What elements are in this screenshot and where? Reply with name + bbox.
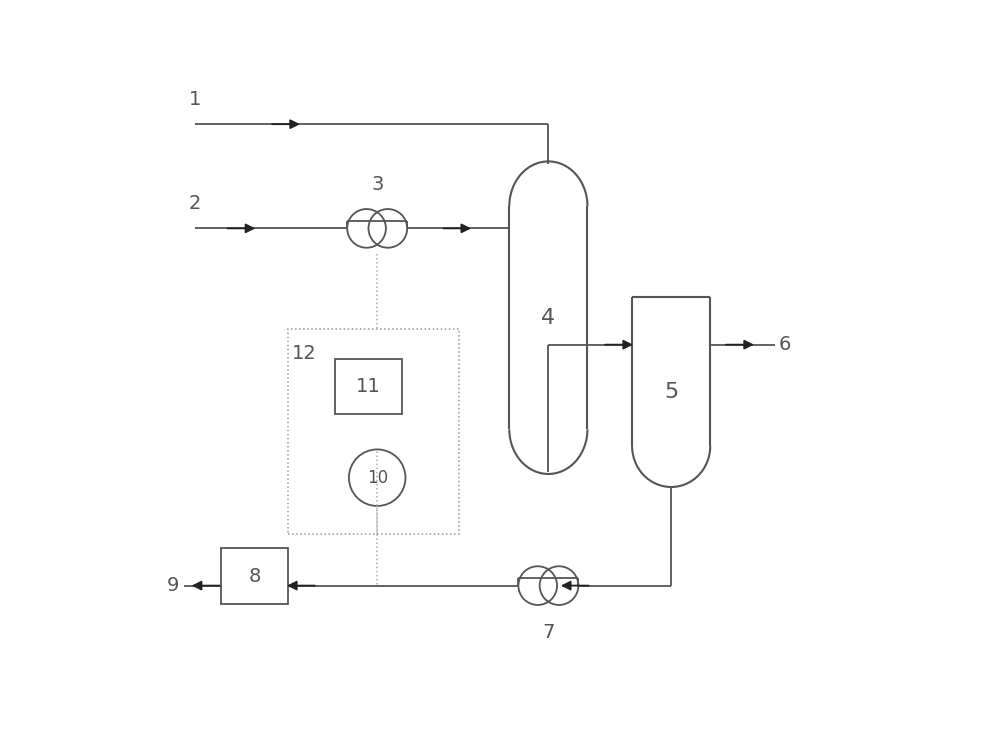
Text: 2: 2 (189, 194, 201, 214)
Text: 6: 6 (779, 335, 791, 354)
Bar (335, 359, 402, 415)
Text: 4: 4 (541, 308, 555, 328)
Text: 11: 11 (356, 377, 381, 396)
Bar (288, 329, 459, 533)
Text: 9: 9 (166, 576, 179, 595)
Text: 1: 1 (189, 90, 201, 109)
Text: 7: 7 (542, 623, 555, 642)
Text: 10: 10 (367, 468, 388, 487)
Text: 12: 12 (292, 344, 316, 363)
Text: 8: 8 (248, 567, 261, 586)
Text: 3: 3 (371, 175, 383, 193)
Bar (221, 548, 288, 604)
Text: 5: 5 (664, 382, 678, 402)
